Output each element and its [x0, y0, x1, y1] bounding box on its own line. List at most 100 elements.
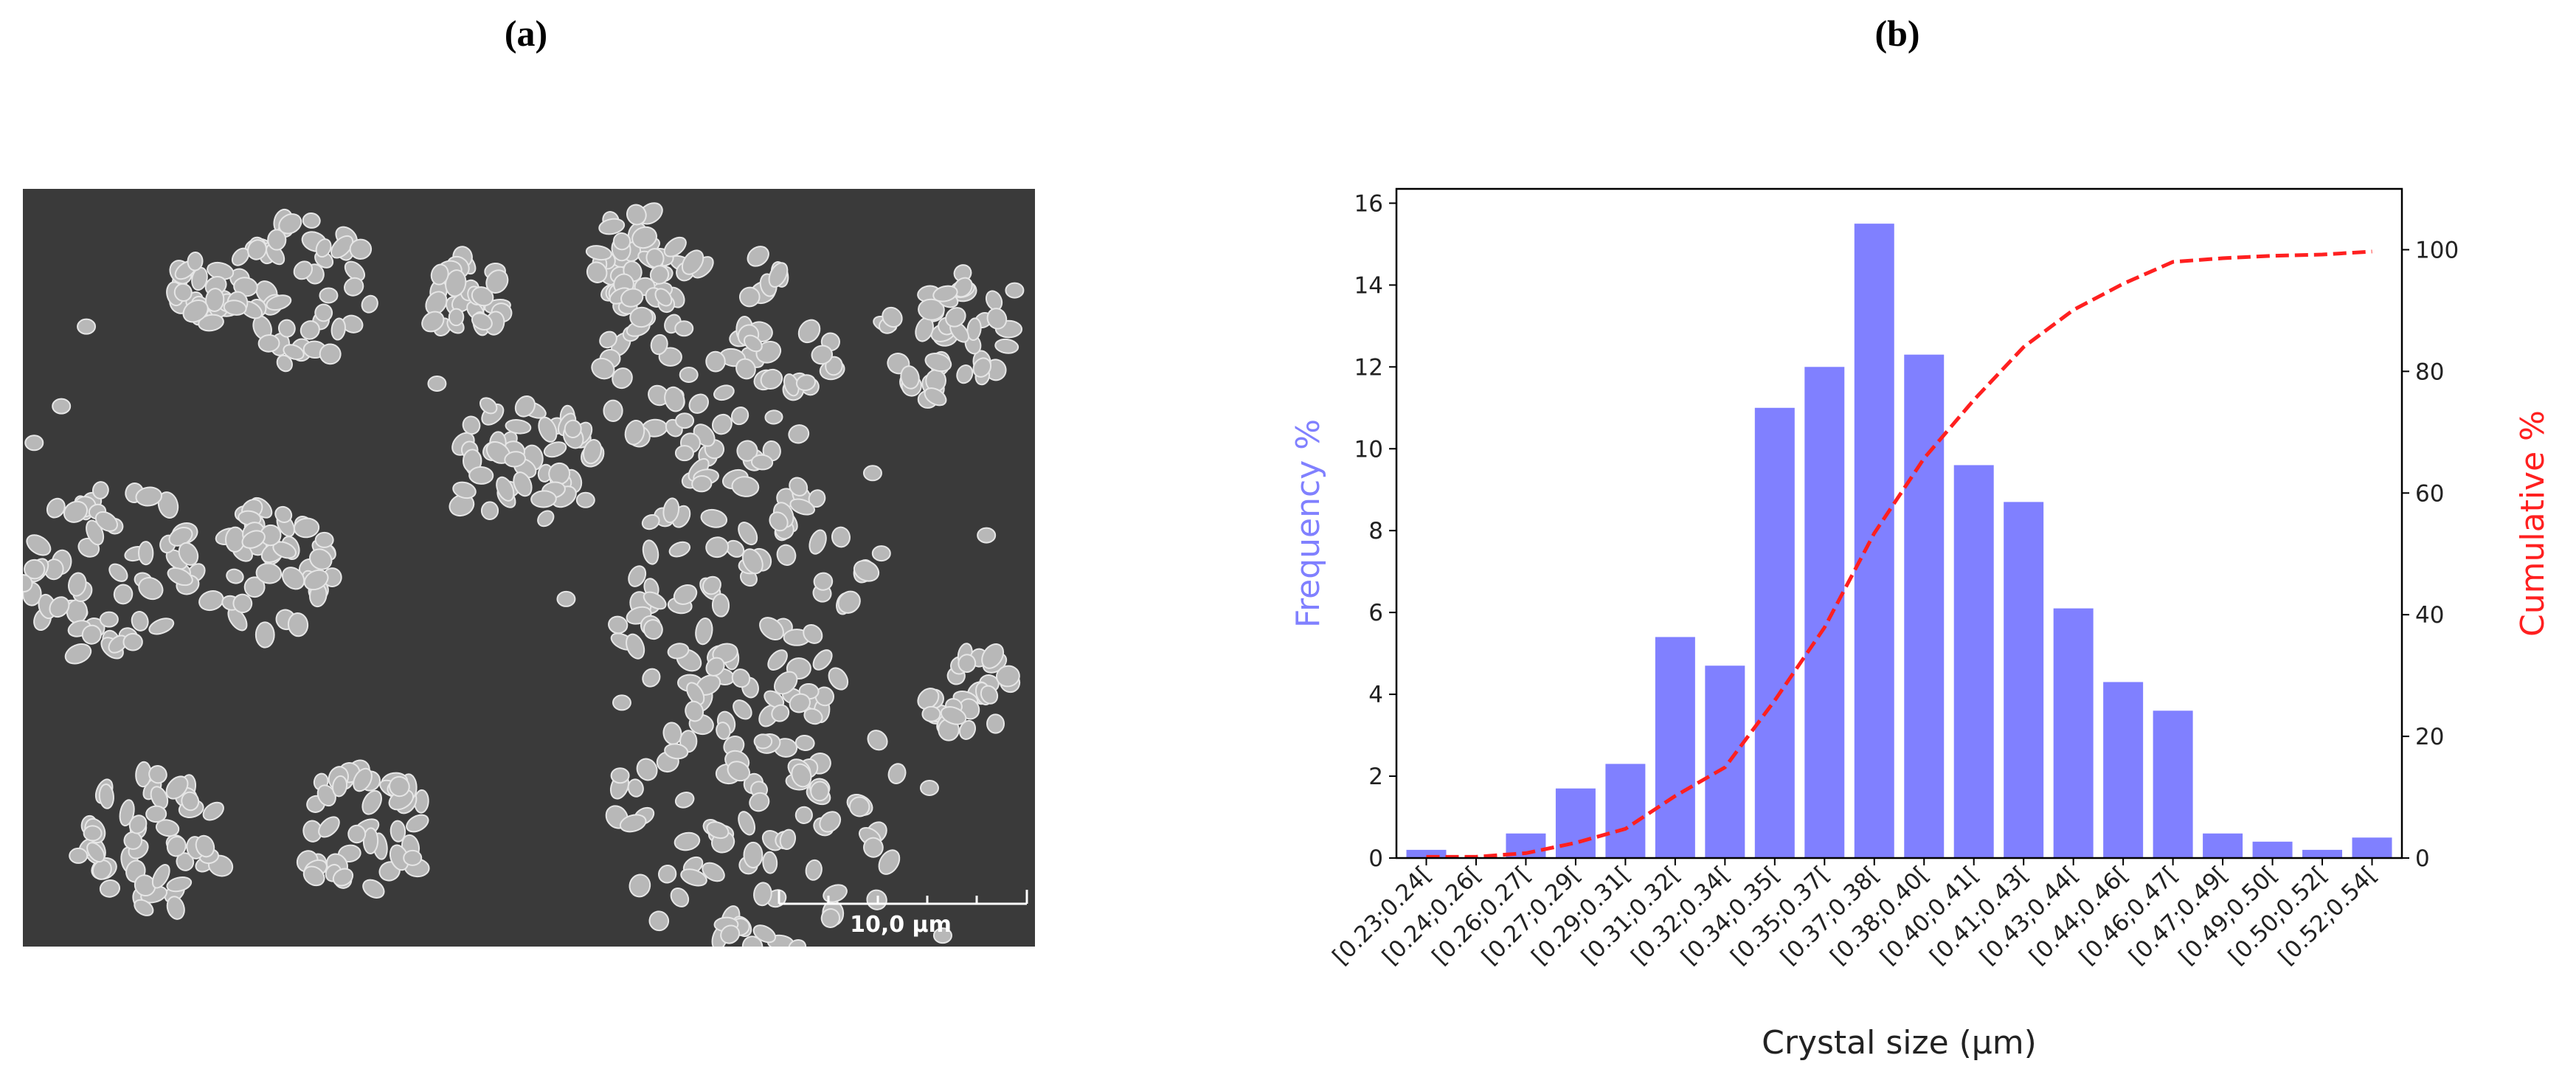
scale-bar-label: 10,0 µm	[850, 912, 952, 938]
y-tick-label: 2	[1368, 764, 1383, 790]
particle	[49, 596, 70, 618]
particle	[945, 307, 966, 328]
particle	[769, 511, 789, 532]
y2-tick-label: 20	[2415, 724, 2444, 750]
particle	[679, 366, 699, 383]
y-tick-label: 16	[1354, 190, 1383, 217]
particle	[255, 621, 275, 649]
particle	[670, 887, 690, 907]
particle	[202, 801, 224, 821]
particle	[768, 262, 789, 288]
particle	[281, 567, 305, 590]
particle	[603, 399, 623, 422]
particle	[178, 542, 199, 566]
particle	[309, 548, 333, 570]
bar	[2004, 502, 2044, 858]
particle	[610, 767, 630, 784]
bar	[1904, 354, 1945, 858]
particle	[730, 407, 749, 426]
particle	[52, 398, 72, 415]
particle	[940, 706, 967, 725]
particle	[788, 939, 807, 947]
particle	[863, 837, 884, 858]
particle	[720, 924, 741, 944]
particle	[958, 719, 977, 740]
particle	[98, 784, 114, 809]
particle	[711, 593, 730, 618]
particle	[332, 775, 348, 798]
particle	[151, 864, 170, 889]
particle	[731, 668, 751, 688]
particle	[94, 511, 118, 532]
particle	[167, 567, 193, 587]
particle	[812, 649, 833, 671]
bar	[1854, 224, 1894, 858]
bar	[1953, 465, 1994, 858]
bar	[1705, 665, 1745, 858]
particle	[900, 365, 920, 390]
particle	[743, 841, 764, 869]
bar	[1804, 367, 1845, 859]
particle	[471, 286, 494, 307]
particle	[713, 384, 735, 401]
particle	[362, 827, 379, 855]
particle	[537, 510, 555, 528]
particle	[23, 574, 33, 592]
y-axis-label: Frequency %	[1289, 419, 1327, 628]
particle	[452, 481, 477, 499]
particle	[181, 791, 200, 812]
particle	[276, 354, 293, 373]
panel-label: (b)	[1874, 13, 1919, 54]
particle	[744, 956, 775, 984]
particle	[674, 320, 694, 337]
particle	[788, 424, 810, 444]
particle	[620, 288, 644, 308]
bar	[1406, 849, 1447, 858]
particle	[64, 643, 92, 665]
particle	[741, 548, 764, 575]
particle	[789, 477, 809, 497]
particle	[731, 476, 760, 497]
particle	[155, 819, 180, 837]
particle	[514, 395, 536, 418]
particle	[66, 599, 88, 624]
particle	[361, 789, 382, 815]
particle	[924, 353, 952, 373]
particle	[556, 590, 576, 607]
bar	[2302, 849, 2343, 858]
y2-tick-label: 0	[2415, 845, 2430, 872]
particle	[427, 375, 447, 392]
particle	[266, 294, 292, 311]
particle	[805, 859, 823, 881]
bar	[1655, 637, 1695, 858]
particle	[564, 419, 582, 438]
particle	[733, 699, 752, 720]
particle	[119, 799, 135, 827]
panel-label: (a)	[505, 13, 547, 54]
particle	[918, 298, 945, 321]
particle	[113, 584, 134, 605]
particle	[347, 824, 367, 844]
particle	[314, 303, 333, 322]
particle	[673, 584, 698, 605]
particle	[148, 618, 175, 635]
particle	[727, 761, 750, 782]
particle	[462, 415, 481, 435]
particle	[157, 491, 179, 519]
particle	[753, 882, 772, 907]
particle	[966, 317, 982, 342]
scale-bar	[778, 890, 1028, 905]
particle	[505, 419, 532, 435]
particle	[803, 708, 823, 725]
particle	[803, 623, 823, 644]
y-tick-label: 8	[1368, 518, 1383, 544]
particle	[811, 345, 834, 365]
particle	[738, 286, 761, 308]
particle	[283, 344, 305, 361]
particle	[789, 498, 816, 516]
particle	[764, 409, 783, 425]
particle	[810, 781, 830, 802]
particle	[303, 569, 329, 591]
particle	[664, 386, 685, 412]
particle	[711, 413, 733, 435]
